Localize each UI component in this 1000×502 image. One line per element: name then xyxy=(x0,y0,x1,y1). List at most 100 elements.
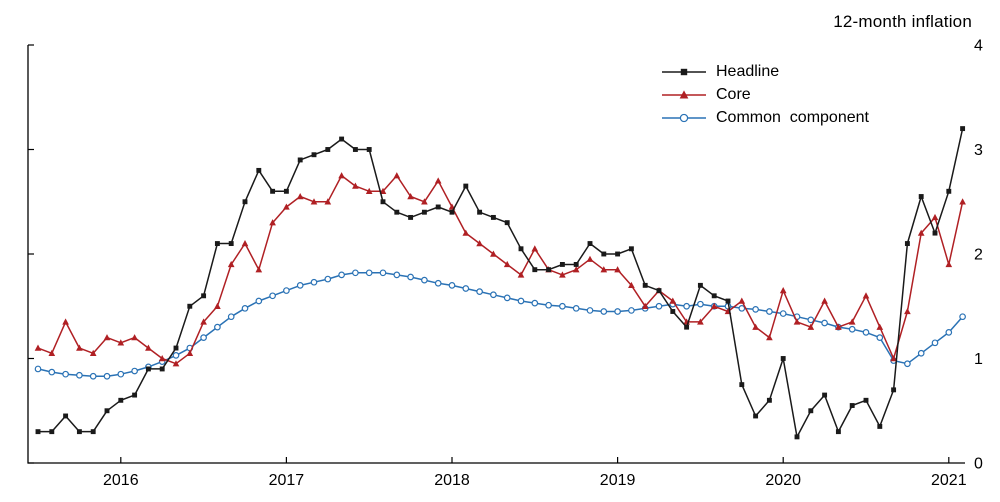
core-line xyxy=(37,174,964,365)
series-marker xyxy=(877,423,883,429)
series-marker xyxy=(504,220,510,226)
core-line-marker-icon xyxy=(662,89,706,99)
series-marker xyxy=(214,302,221,309)
series-marker xyxy=(118,397,124,403)
series-marker xyxy=(490,250,497,257)
series-marker xyxy=(683,302,690,310)
series-marker xyxy=(890,354,897,362)
series-marker xyxy=(421,276,428,284)
series-marker xyxy=(76,344,83,351)
series-marker xyxy=(172,360,180,367)
series-marker xyxy=(959,198,966,205)
series-marker xyxy=(214,323,221,331)
series-marker xyxy=(463,183,469,189)
series-marker xyxy=(642,282,648,288)
series-marker xyxy=(752,323,759,330)
series-marker xyxy=(518,246,524,252)
series-marker xyxy=(862,329,870,336)
series-marker xyxy=(822,392,828,398)
series-marker xyxy=(407,192,414,200)
series-marker xyxy=(89,349,97,356)
series-marker xyxy=(449,209,455,215)
series-marker xyxy=(545,301,552,309)
series-marker xyxy=(669,297,677,304)
series-marker xyxy=(48,368,56,376)
series-marker xyxy=(573,262,579,267)
series-marker xyxy=(531,299,539,307)
series-marker xyxy=(738,297,746,304)
series-marker xyxy=(960,126,966,132)
series-marker xyxy=(62,370,69,378)
series-marker xyxy=(697,282,703,288)
x-tick-label: 2018 xyxy=(434,472,470,489)
series-marker xyxy=(586,307,594,314)
series-marker xyxy=(670,309,676,314)
series-marker xyxy=(807,323,815,330)
series-marker xyxy=(352,269,359,277)
series-marker xyxy=(338,172,345,179)
series-marker xyxy=(697,318,704,325)
series-marker xyxy=(587,241,593,246)
series-marker xyxy=(241,304,249,312)
series-marker xyxy=(725,298,731,304)
y-tick-label: 1 xyxy=(974,351,983,368)
series-marker xyxy=(214,241,220,246)
series-marker xyxy=(283,203,290,210)
legend-entry-common-component: Common component xyxy=(660,106,869,129)
series-marker xyxy=(227,260,235,268)
series-marker xyxy=(269,292,276,300)
series-marker xyxy=(559,302,566,310)
series-marker xyxy=(462,229,470,236)
series-marker xyxy=(132,392,138,398)
series-marker xyxy=(145,366,151,372)
series-marker xyxy=(876,334,884,341)
series-marker xyxy=(379,187,387,194)
series-marker xyxy=(76,371,83,379)
series-marker xyxy=(324,275,332,283)
series-marker xyxy=(311,152,317,158)
series-marker xyxy=(600,266,608,273)
legend-entry-core: Core xyxy=(660,83,869,106)
x-tick-label: 2019 xyxy=(600,472,636,489)
series-marker xyxy=(365,187,373,194)
series-marker xyxy=(228,241,234,246)
series-marker xyxy=(793,318,801,325)
series-marker xyxy=(63,413,69,419)
series-marker xyxy=(862,292,870,299)
series-marker xyxy=(945,329,953,336)
series-marker xyxy=(131,334,138,341)
series-marker xyxy=(891,387,897,393)
series-marker xyxy=(835,323,842,330)
series-marker xyxy=(918,194,924,199)
series-marker xyxy=(655,302,663,310)
series-marker xyxy=(517,271,525,278)
series-marker xyxy=(34,344,42,351)
series-marker xyxy=(173,345,179,351)
series-marker xyxy=(601,251,607,257)
headline-line xyxy=(38,128,964,438)
series-marker xyxy=(200,318,207,325)
series-marker xyxy=(310,278,318,286)
y-tick-label: 3 xyxy=(974,142,983,159)
series-marker xyxy=(641,302,649,309)
legend-label-common-component: Common component xyxy=(716,108,869,126)
series-marker xyxy=(352,147,358,152)
series-marker xyxy=(200,334,207,341)
series-marker xyxy=(517,297,525,305)
series-marker xyxy=(753,413,759,419)
series-marker xyxy=(117,339,125,346)
series-marker xyxy=(679,113,689,122)
series-marker xyxy=(48,349,56,356)
chart-title: 12-month inflation xyxy=(833,12,972,31)
series-marker xyxy=(477,209,483,215)
y-tick-label: 0 xyxy=(974,456,983,473)
series-marker xyxy=(434,177,442,184)
series-marker xyxy=(779,310,787,317)
series-marker xyxy=(379,269,387,277)
series-marker xyxy=(90,429,96,435)
series-marker xyxy=(931,339,939,347)
series-marker xyxy=(697,300,704,308)
series-marker xyxy=(932,230,938,236)
series-marker xyxy=(710,302,718,309)
